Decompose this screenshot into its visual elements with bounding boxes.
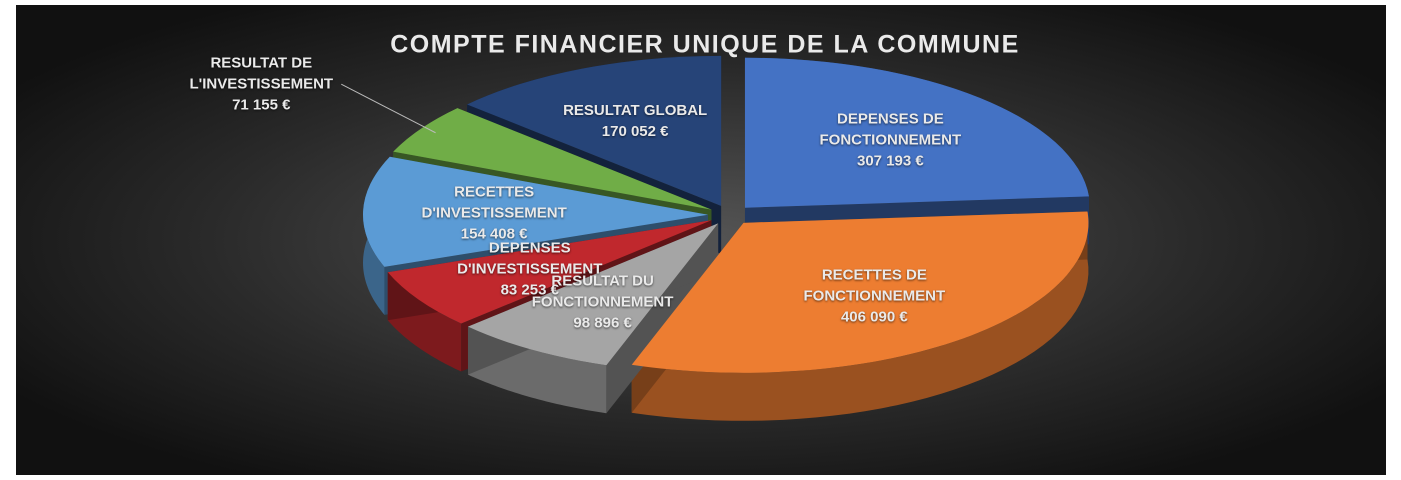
- leader-line: [341, 83, 436, 134]
- slice: [393, 108, 712, 210]
- label-value: 71 155 €: [232, 96, 291, 114]
- chart-title: COMPTE FINANCIER UNIQUE DE LA COMMUNE: [390, 31, 1020, 59]
- label-value: 170 052 €: [601, 122, 669, 140]
- data-label: RESULTAT DU FONCTIONNEMENT 98 896 €: [513, 270, 693, 333]
- label-value: 98 896 €: [573, 314, 632, 332]
- slice: [744, 57, 1089, 208]
- label-category: RECETTES DE FONCTIONNEMENT: [803, 266, 946, 305]
- label-value: 406 090 €: [840, 308, 908, 326]
- slice: [363, 156, 709, 267]
- label-category: RECETTES D'INVESTISSEMENT: [421, 183, 567, 222]
- label-value: 83 253 €: [500, 281, 559, 299]
- label-category: DEPENSES D'INVESTISSEMENT: [457, 239, 603, 278]
- slice: [387, 220, 712, 324]
- label-category: RESULTAT GLOBAL: [563, 101, 708, 119]
- data-label: RECETTES DE FONCTIONNEMENT 406 090 €: [784, 265, 964, 328]
- data-label: RESULTAT DE L'INVESTISSEMENT 71 155 €: [171, 53, 351, 116]
- slice-side: [631, 211, 1089, 421]
- data-label: RECETTES D'INVESTISSEMENT 154 408 €: [404, 181, 584, 244]
- label-category: DEPENSES DE FONCTIONNEMENT: [819, 110, 962, 149]
- data-label: DEPENSES DE FONCTIONNEMENT 307 193 €: [800, 108, 980, 171]
- label-category: RESULTAT DE L'INVESTISSEMENT: [189, 54, 334, 93]
- label-value: 307 193 €: [856, 152, 924, 170]
- slice: [467, 55, 722, 206]
- label-category: RESULTAT DU FONCTIONNEMENT: [531, 272, 674, 311]
- data-label: RESULTAT GLOBAL 170 052 €: [545, 100, 725, 142]
- slice: [467, 223, 719, 366]
- data-label: DEPENSES D'INVESTISSEMENT 83 253 €: [440, 238, 620, 301]
- slice: [631, 211, 1089, 373]
- label-value: 154 408 €: [460, 225, 528, 243]
